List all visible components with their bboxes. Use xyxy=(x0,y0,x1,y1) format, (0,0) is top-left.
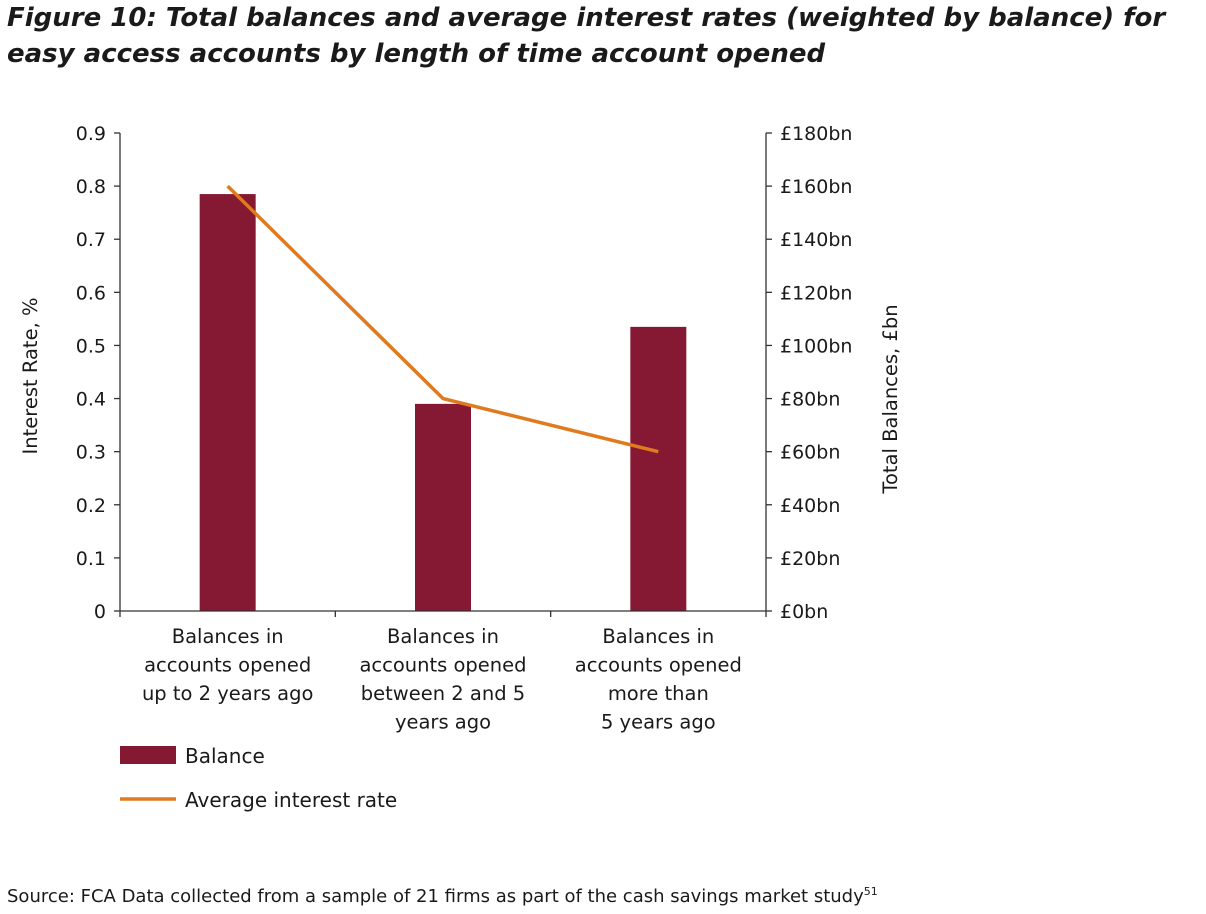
left-axis-tick-label: 0.3 xyxy=(76,442,106,464)
line-series xyxy=(226,184,659,454)
left-axis-tick-label: 0.9 xyxy=(76,123,106,145)
left-axis-tick-label: 0.1 xyxy=(76,548,106,570)
bar-series xyxy=(199,194,687,612)
right-axis-tick-label: £140bn xyxy=(780,229,852,251)
category-label-line: 5 years ago xyxy=(601,711,716,734)
legend-label-balance: Balance xyxy=(185,744,265,768)
right-axis-ticks: £0bn £20bn £40bn £60bn £80bn £100bn £120bn £140… xyxy=(766,123,852,623)
chart-axes xyxy=(119,133,767,617)
right-axis-tick-label: £160bn xyxy=(780,176,852,198)
category-label-line: up to 2 years ago xyxy=(142,682,313,705)
category-label-line: Balances in xyxy=(387,625,499,648)
interest-rate-line xyxy=(226,184,659,454)
category-label-line: between 2 and 5 xyxy=(361,682,525,705)
left-axis-tick-label: 0.7 xyxy=(76,229,106,251)
left-axis-ticks: 0 0.1 0.2 0.3 0.4 0.5 0.6 0.7 0.8 0.9 xyxy=(76,123,120,623)
left-axis-tick-label: 0.8 xyxy=(76,176,106,198)
right-axis-tick-label: £80bn xyxy=(780,389,840,411)
right-axis-tick-label: £120bn xyxy=(780,282,852,304)
left-axis-tick-label: 0.6 xyxy=(76,282,106,304)
legend-label-interest-rate: Average interest rate xyxy=(185,788,397,812)
legend-swatch-balance xyxy=(120,746,176,764)
right-axis-tick-label: £20bn xyxy=(780,548,840,570)
right-axis-tick-label: £40bn xyxy=(780,495,840,517)
left-axis-tick-label: 0.5 xyxy=(76,335,106,357)
category-label-line: accounts opened xyxy=(575,654,742,677)
category-label: Balances in accounts opened up to 2 years … xyxy=(142,625,313,705)
bar xyxy=(415,403,471,611)
right-axis-tick-label: £0bn xyxy=(780,601,828,623)
category-label-line: Balances in xyxy=(172,625,284,648)
legend: Balance Average interest rate xyxy=(120,744,397,812)
category-label-line: more than xyxy=(608,682,709,705)
left-axis-tick-label: 0 xyxy=(94,601,106,623)
source-text: Source: FCA Data collected from a sample… xyxy=(7,886,864,907)
right-axis-tick-label: £60bn xyxy=(780,442,840,464)
bar xyxy=(630,326,687,611)
bar xyxy=(199,194,256,612)
category-label: Balances in accounts opened between 2 and … xyxy=(359,625,526,734)
left-axis-tick-label: 0.4 xyxy=(76,389,106,411)
category-labels: Balances in accounts opened up to 2 years … xyxy=(142,625,742,734)
left-axis-tick-label: 0.2 xyxy=(76,495,106,517)
chart-title: Figure 10: Total balances and average in… xyxy=(7,3,1166,69)
legend-item-balance: Balance xyxy=(120,744,265,768)
legend-item-interest-rate: Average interest rate xyxy=(120,788,397,812)
right-axis-tick-label: £100bn xyxy=(780,335,852,357)
source-footnote: 51 xyxy=(863,885,878,898)
left-axis-title: Interest Rate, % xyxy=(19,298,42,455)
source-note: Source: FCA Data collected from a sample… xyxy=(7,885,878,907)
category-label-line: accounts opened xyxy=(359,654,526,677)
right-axis-tick-label: £180bn xyxy=(780,123,852,145)
category-label-line: years ago xyxy=(395,711,491,734)
category-label-line: accounts opened xyxy=(144,654,311,677)
category-label: Balances in accounts opened more than 5 yea… xyxy=(575,625,742,734)
right-axis-title: Total Balances, £bn xyxy=(879,304,902,494)
category-label-line: Balances in xyxy=(602,625,714,648)
